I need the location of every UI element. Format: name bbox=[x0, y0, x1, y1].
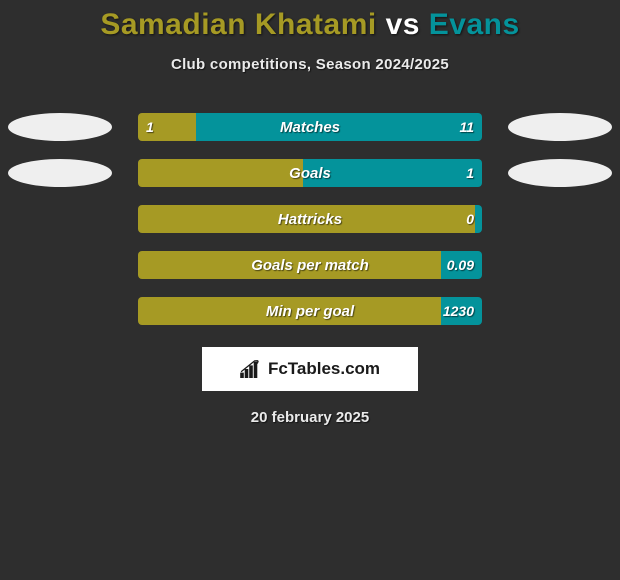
player2-marker-icon bbox=[508, 113, 612, 141]
stat-row: 111Matches bbox=[0, 113, 620, 141]
stat-label: Hattricks bbox=[138, 205, 482, 233]
stat-bar: 0.09Goals per match bbox=[138, 251, 482, 279]
stat-label: Min per goal bbox=[138, 297, 482, 325]
comparison-infographic: Samadian Khatami vs Evans Club competiti… bbox=[0, 0, 620, 580]
subtitle: Club competitions, Season 2024/2025 bbox=[0, 56, 620, 73]
player2-marker-icon bbox=[508, 159, 612, 187]
stat-row: 0.09Goals per match bbox=[0, 251, 620, 279]
stat-bar: 111Matches bbox=[138, 113, 482, 141]
chart-bars-icon bbox=[240, 360, 262, 378]
stat-bar: 0Hattricks bbox=[138, 205, 482, 233]
vs-label: vs bbox=[386, 8, 420, 41]
page-title: Samadian Khatami vs Evans bbox=[0, 0, 620, 42]
branding-text: FcTables.com bbox=[268, 359, 380, 379]
player2-name: Evans bbox=[429, 8, 520, 41]
stat-label: Goals bbox=[138, 159, 482, 187]
branding-badge: FcTables.com bbox=[202, 347, 418, 391]
stat-row: 1Goals bbox=[0, 159, 620, 187]
player1-marker-icon bbox=[8, 159, 112, 187]
player1-marker-icon bbox=[8, 113, 112, 141]
stat-row: 1230Min per goal bbox=[0, 297, 620, 325]
stat-label: Matches bbox=[138, 113, 482, 141]
stat-bar: 1230Min per goal bbox=[138, 297, 482, 325]
stat-row: 0Hattricks bbox=[0, 205, 620, 233]
stat-label: Goals per match bbox=[138, 251, 482, 279]
date-label: 20 february 2025 bbox=[0, 409, 620, 426]
player1-name: Samadian Khatami bbox=[100, 8, 376, 41]
stats-list: 111Matches 1Goals 0Hattricks 0.09Goals per … bbox=[0, 113, 620, 325]
stat-bar: 1Goals bbox=[138, 159, 482, 187]
